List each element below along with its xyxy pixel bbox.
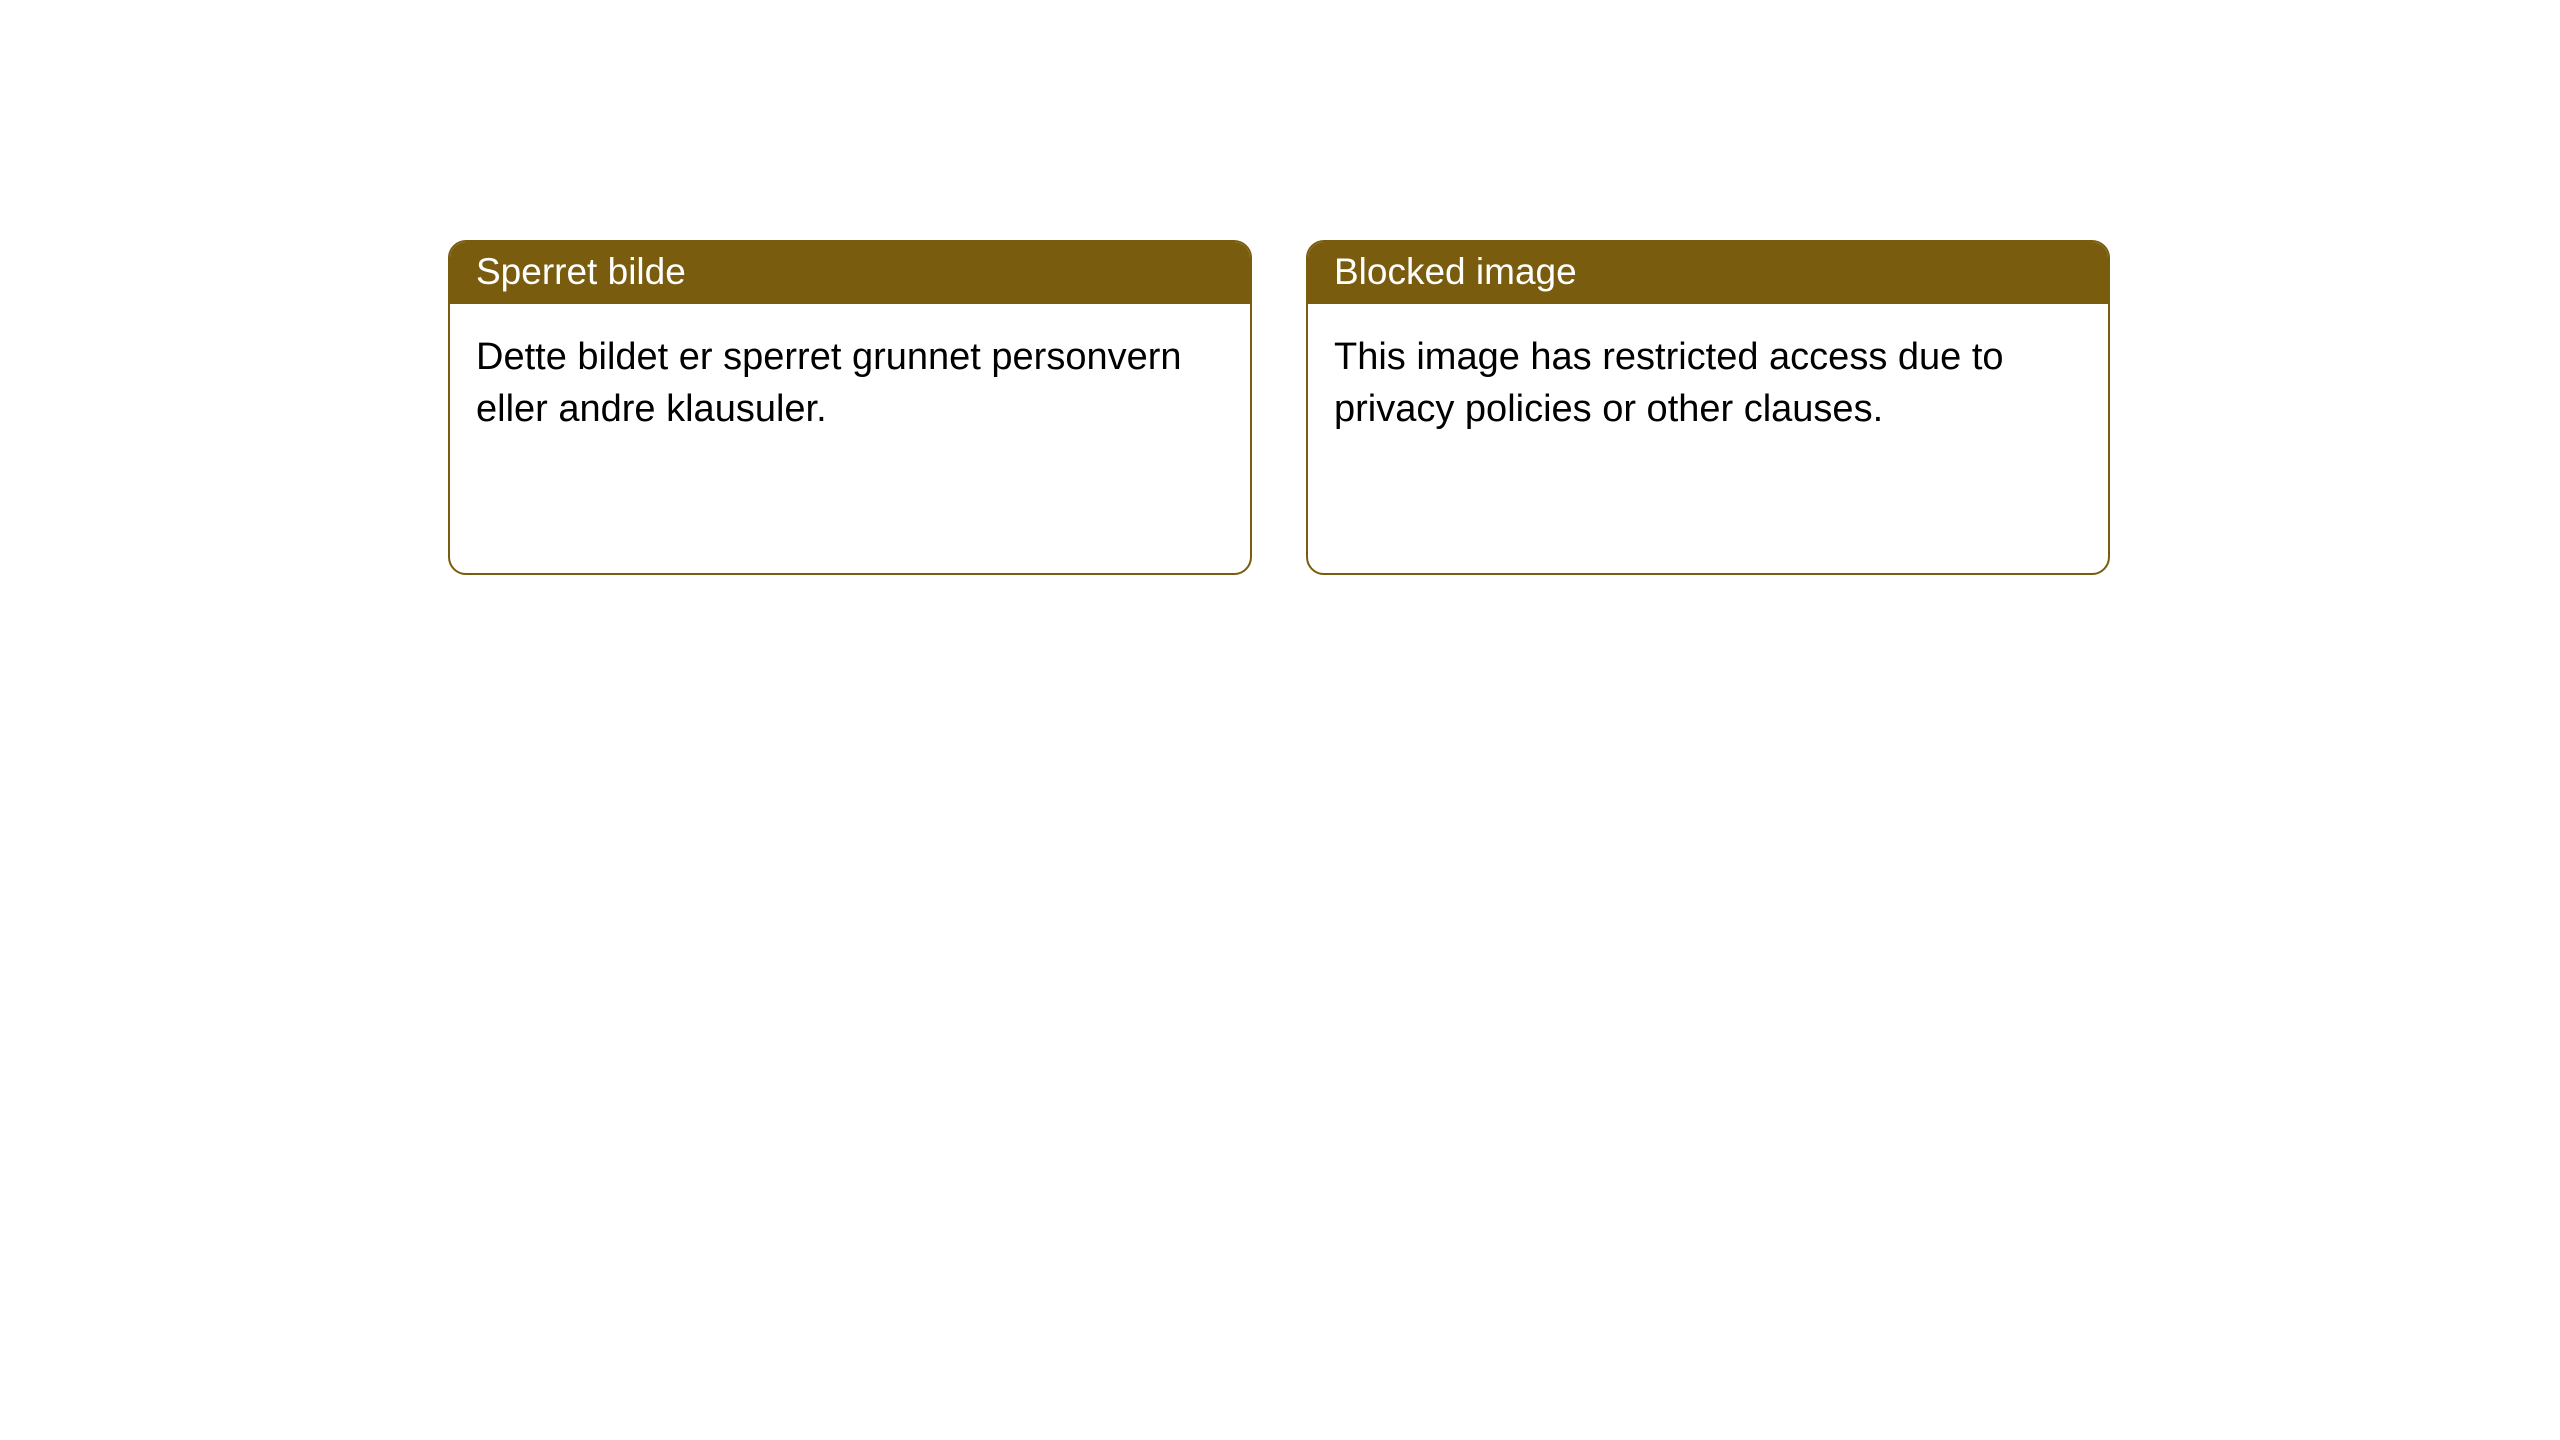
notice-body: Dette bildet er sperret grunnet personve…	[450, 304, 1250, 455]
notice-header-text: Sperret bilde	[476, 251, 686, 292]
notice-body-text: Dette bildet er sperret grunnet personve…	[476, 336, 1182, 429]
notice-header: Sperret bilde	[450, 242, 1250, 304]
notice-header-text: Blocked image	[1334, 251, 1577, 292]
notice-body-text: This image has restricted access due to …	[1334, 336, 2004, 429]
notice-card-english: Blocked image This image has restricted …	[1306, 240, 2110, 575]
notice-body: This image has restricted access due to …	[1308, 304, 2108, 455]
notice-header: Blocked image	[1308, 242, 2108, 304]
notice-card-norwegian: Sperret bilde Dette bildet er sperret gr…	[448, 240, 1252, 575]
notice-container: Sperret bilde Dette bildet er sperret gr…	[448, 240, 2110, 575]
